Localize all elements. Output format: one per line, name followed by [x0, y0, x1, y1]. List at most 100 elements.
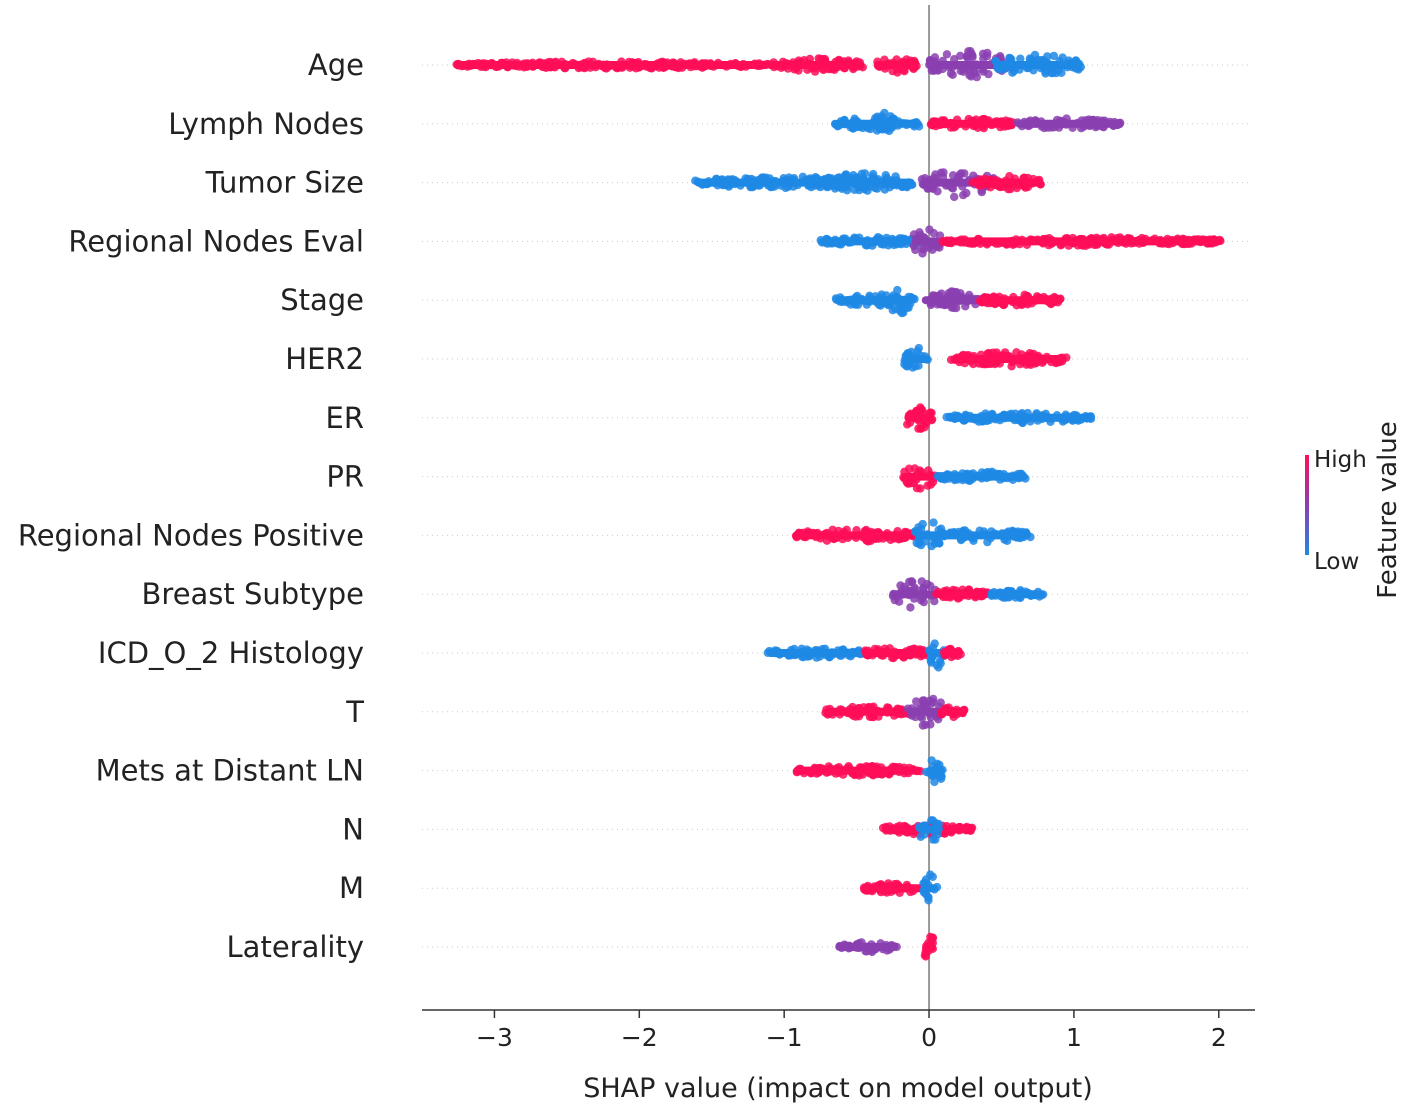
- feature-label: Regional Nodes Eval: [68, 224, 364, 258]
- shap-point: [1058, 53, 1067, 62]
- feature-labels: Age Lymph Nodes Tumor Size Regional Nodes E…: [18, 48, 364, 964]
- shap-point: [1012, 348, 1021, 357]
- colorbar-high-label: High: [1314, 447, 1367, 473]
- feature-label: HER2: [285, 342, 364, 376]
- shap-point: [916, 832, 925, 841]
- shap-point: [918, 721, 928, 730]
- shap-band: [914, 531, 944, 540]
- shap-point: [916, 484, 925, 493]
- shap-point: [1016, 54, 1025, 63]
- shap-point: [984, 69, 993, 79]
- shap-band: [820, 237, 922, 246]
- feature-label: ICD_O_2 Histology: [98, 636, 364, 670]
- shap-band: [936, 590, 990, 599]
- shap-point: [948, 171, 958, 180]
- x-axis-title: SHAP value (impact on model output): [583, 1073, 1093, 1104]
- shap-point: [970, 67, 979, 76]
- shap-point: [936, 659, 945, 668]
- shap-point: [903, 420, 912, 429]
- x-tick-label: 2: [1211, 1023, 1227, 1052]
- shap-band: [863, 884, 927, 893]
- colorbar: High Low Feature value: [1305, 421, 1403, 599]
- shap-band: [918, 825, 940, 834]
- x-tick-label: −1: [766, 1023, 803, 1052]
- shap-point: [979, 54, 988, 63]
- shap-band: [874, 61, 918, 69]
- shap-point: [933, 759, 942, 768]
- shap-band: [926, 766, 944, 775]
- shap-point: [916, 541, 926, 550]
- feature-label: PR: [326, 460, 364, 494]
- x-tick-label: 0: [921, 1023, 937, 1052]
- shap-band: [923, 943, 935, 951]
- shap-point: [944, 288, 954, 298]
- feature-label: Regional Nodes Positive: [18, 518, 364, 552]
- shap-point: [929, 518, 938, 527]
- feature-label: Laterality: [227, 930, 364, 964]
- shap-band: [795, 531, 915, 540]
- shap-band: [805, 178, 915, 187]
- shap-point: [950, 192, 959, 202]
- x-tick-label: 1: [1066, 1023, 1082, 1052]
- shap-point: [1025, 54, 1035, 63]
- shap-band: [863, 649, 930, 657]
- shap-point: [962, 52, 972, 61]
- feature-label: ER: [326, 401, 364, 435]
- shap-band: [972, 178, 1042, 187]
- shap-point: [916, 403, 925, 412]
- shap-point: [810, 67, 820, 76]
- shap-band: [940, 237, 1222, 246]
- shap-point: [837, 184, 847, 193]
- shap-band: [994, 61, 1082, 69]
- feature-label: Stage: [280, 283, 364, 317]
- row-guide-lines: [422, 64, 1250, 948]
- feature-label: Lymph Nodes: [168, 107, 364, 141]
- shap-band: [943, 649, 961, 657]
- feature-label: T: [345, 695, 364, 729]
- shap-band: [929, 61, 1009, 69]
- colorbar-title: Feature value: [1373, 421, 1403, 599]
- feature-label: Age: [308, 48, 364, 82]
- shap-point: [930, 597, 939, 606]
- shap-point: [955, 170, 965, 179]
- shap-point: [920, 951, 930, 960]
- x-axis: −3 −2 −1 0 1 2 SHAP value (impact on model ou…: [422, 1009, 1255, 1104]
- shap-band: [929, 119, 1016, 128]
- shap-point: [923, 579, 932, 589]
- shap-band: [766, 61, 864, 69]
- feature-label: Breast Subtype: [142, 577, 364, 611]
- shap-point: [912, 697, 921, 706]
- shap-point: [924, 896, 933, 905]
- shap-band: [903, 472, 937, 481]
- shap-point: [1051, 68, 1061, 78]
- shap-point: [893, 285, 902, 295]
- shap-point: [917, 244, 927, 253]
- shap-point: [952, 303, 961, 313]
- feature-label: M: [339, 871, 364, 905]
- x-tick-label: −3: [476, 1023, 513, 1052]
- shap-point: [924, 466, 933, 475]
- shap-band: [943, 531, 1031, 540]
- shap-band: [950, 355, 1067, 363]
- colorbar-gradient: [1305, 455, 1309, 555]
- colorbar-low-label: Low: [1314, 549, 1359, 575]
- shap-band: [989, 590, 1045, 599]
- shap-band: [903, 355, 930, 363]
- shap-band: [923, 884, 938, 893]
- shap-point: [925, 696, 934, 706]
- shap-band: [874, 119, 893, 128]
- shap-point: [886, 112, 895, 121]
- shap-band: [946, 413, 1092, 422]
- shap-point: [860, 169, 870, 178]
- shap-point: [934, 537, 943, 547]
- shap-point: [919, 597, 928, 607]
- shap-point: [931, 835, 940, 844]
- shap-point: [1008, 68, 1017, 77]
- shap-point: [926, 870, 935, 879]
- shap-band: [979, 296, 1063, 305]
- x-axis-ticks: −3 −2 −1 0 1 2: [476, 1010, 1227, 1052]
- shap-point: [1006, 54, 1015, 63]
- shap-point: [927, 816, 936, 825]
- shap-band: [824, 707, 912, 716]
